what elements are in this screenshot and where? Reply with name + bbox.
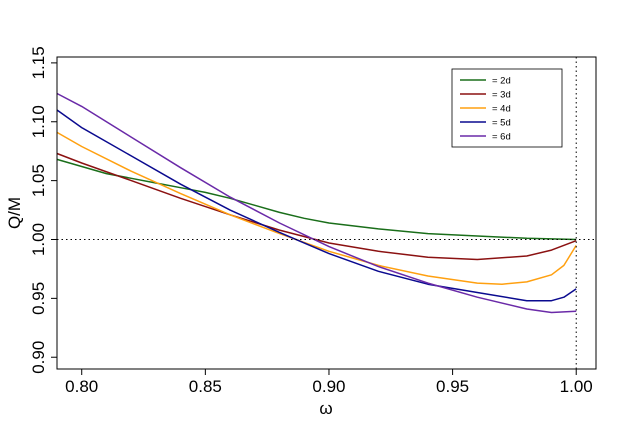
series-line-2 — [56, 152, 577, 261]
y-axis: 0.90 0.95 1.00 1.05 1.10 1.15 — [29, 46, 57, 374]
y-tick-label: 1.10 — [29, 105, 48, 138]
series-line-4 — [56, 109, 577, 302]
legend: = 2d = 3d = 4d = 5d = 6d — [451, 68, 563, 148]
y-tick-label: 0.95 — [29, 282, 48, 315]
x-tick-label: 0.85 — [189, 377, 222, 396]
legend-label: = 3d — [492, 90, 511, 101]
x-tick-label: 0.95 — [436, 377, 469, 396]
y-tick-label: 1.15 — [29, 46, 48, 79]
series-lines — [56, 92, 577, 314]
legend-label: = 4d — [492, 104, 511, 115]
legend-label: = 6d — [492, 132, 511, 143]
y-tick-label: 0.90 — [29, 341, 48, 374]
x-tick-label: 0.90 — [312, 377, 345, 396]
x-axis: 0.80 0.85 0.90 0.95 1.00 — [65, 369, 593, 396]
y-tick-label: 1.00 — [29, 223, 48, 256]
x-tick-label: 0.80 — [65, 377, 98, 396]
plot-frame — [56, 56, 597, 370]
series-line-1 — [56, 158, 577, 241]
legend-label: = 5d — [492, 118, 511, 129]
x-axis-title: ω — [319, 399, 332, 418]
series-line-3 — [56, 131, 577, 285]
y-axis-title: Q/M — [5, 197, 24, 229]
x-tick-label: 1.00 — [560, 377, 593, 396]
series-line-5 — [56, 92, 577, 314]
legend-label: = 2d — [492, 76, 511, 87]
y-tick-label: 1.05 — [29, 164, 48, 197]
